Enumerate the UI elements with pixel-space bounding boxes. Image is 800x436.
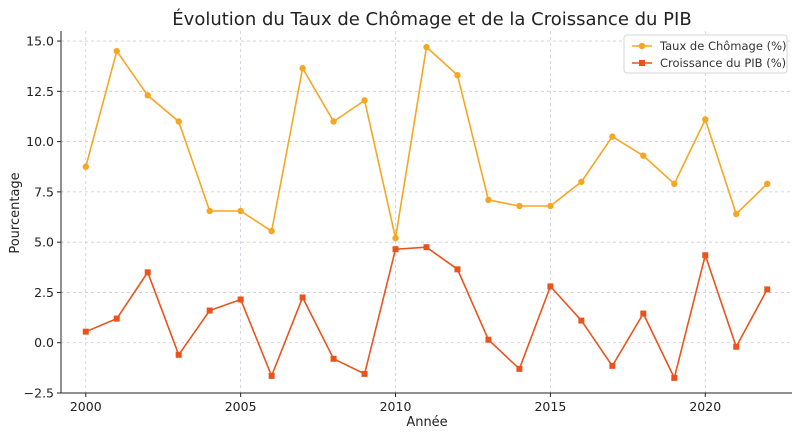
data-point-2 [547, 283, 554, 290]
series-group [82, 43, 771, 381]
data-point-2 [330, 355, 337, 362]
legend-label: Taux de Chômage (%) [659, 39, 786, 53]
data-point-1 [268, 227, 275, 235]
data-point-2 [144, 269, 151, 276]
y-tick-label: 0.0 [34, 335, 54, 350]
data-point-1 [516, 202, 523, 210]
data-point-1 [609, 133, 616, 140]
x-tick-label: 2000 [70, 399, 102, 414]
data-point-1 [175, 118, 182, 125]
data-point-1 [454, 72, 461, 79]
data-point-2 [516, 365, 523, 372]
data-point-1 [733, 210, 740, 218]
y-tick-label: 2.5 [34, 285, 54, 300]
data-point-2 [299, 294, 306, 301]
data-point-2 [268, 372, 275, 379]
x-tick-label: 2010 [380, 399, 412, 414]
series-line-2 [85, 246, 768, 381]
x-axis-label: Année [406, 415, 447, 430]
y-tick-label: 5.0 [34, 235, 54, 250]
data-point-2 [454, 266, 461, 273]
data-point-1 [702, 116, 709, 123]
data-point-2 [764, 286, 771, 293]
data-point-1 [82, 163, 89, 170]
x-tick-label: 2015 [534, 399, 566, 414]
x-tick-label: 2005 [225, 399, 257, 414]
data-point-1 [330, 118, 337, 125]
data-point-1 [361, 97, 368, 104]
data-point-2 [578, 317, 585, 324]
legend-label: Croissance du PIB (%) [660, 56, 786, 70]
y-tick-label: −2.5 [24, 386, 54, 401]
data-point-1 [299, 65, 306, 72]
axes [60, 31, 792, 394]
data-point-1 [113, 47, 120, 55]
y-tick-label: 15.0 [26, 34, 54, 49]
data-point-2 [733, 343, 740, 350]
data-point-1 [671, 180, 678, 188]
tick-labels: 2000 2005 2010 2015 2020 −2.5 0.0 2.5 5.0 7.5 10.0… [24, 34, 722, 414]
data-point-1 [423, 43, 430, 51]
legend-box [623, 34, 788, 74]
data-point-1 [764, 180, 771, 188]
data-point-2 [206, 307, 213, 314]
data-point-1 [547, 202, 554, 210]
data-point-1 [144, 92, 151, 99]
data-point-1 [640, 152, 647, 159]
data-point-1 [392, 234, 399, 242]
y-tick-label: 10.0 [26, 134, 54, 149]
data-point-2 [671, 374, 678, 381]
data-point-1 [578, 178, 585, 186]
data-point-2 [392, 246, 399, 253]
legend-marker [639, 60, 645, 66]
y-tick-label: 12.5 [26, 84, 54, 99]
data-point-2 [113, 315, 120, 322]
data-point-1 [237, 207, 244, 215]
data-point-1 [206, 207, 213, 215]
data-point-1 [485, 196, 492, 204]
series-line-1 [85, 45, 768, 239]
chart-title: Évolution du Taux de Chômage et de la Cr… [172, 8, 691, 30]
data-point-2 [609, 362, 616, 369]
grid-lines [61, 31, 792, 394]
x-tick-label: 2020 [689, 399, 721, 414]
data-point-2 [702, 252, 709, 259]
data-point-2 [640, 310, 647, 317]
legend-marker [638, 42, 646, 50]
data-point-2 [82, 328, 89, 335]
data-point-2 [175, 351, 182, 358]
data-point-2 [361, 370, 368, 377]
data-point-2 [423, 244, 430, 251]
y-tick-label: 7.5 [34, 184, 54, 199]
y-axis-label: Pourcentage [8, 172, 23, 253]
data-point-2 [485, 336, 492, 343]
legend: Taux de Chômage (%) Croissance du PIB (%) [623, 34, 788, 74]
data-point-2 [237, 296, 244, 303]
